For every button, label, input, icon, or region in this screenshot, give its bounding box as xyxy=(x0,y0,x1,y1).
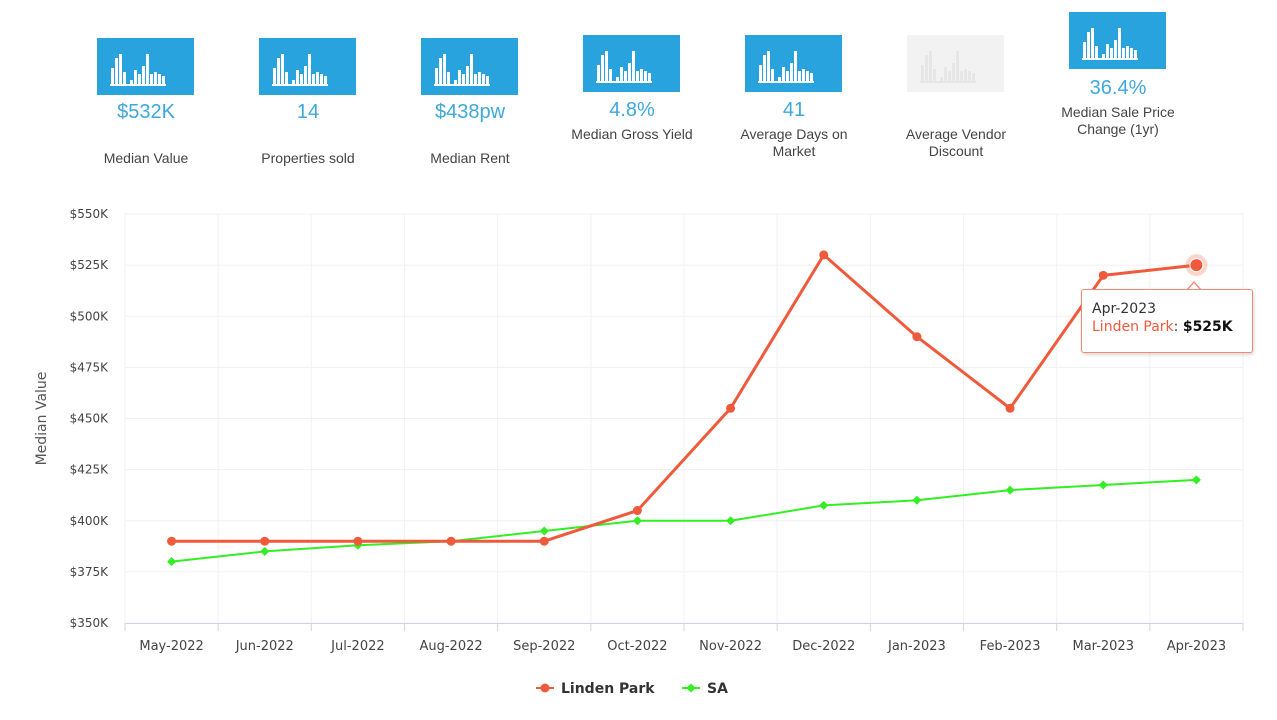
data-point[interactable] xyxy=(819,250,829,260)
data-point[interactable] xyxy=(167,536,177,546)
stat-label: Properties sold xyxy=(261,150,355,166)
data-point[interactable] xyxy=(353,536,363,546)
stat-label: Median Value xyxy=(103,150,189,166)
data-point[interactable] xyxy=(1191,475,1201,485)
legend-item[interactable]: SA xyxy=(682,681,728,697)
bar-chart-icon xyxy=(259,38,356,95)
chart-tooltip: Apr-2023 Linden Park: $525K xyxy=(1081,289,1253,353)
data-point[interactable] xyxy=(446,536,456,546)
data-point[interactable] xyxy=(1098,270,1108,280)
stat-value: 36.4% xyxy=(1089,77,1147,99)
median-value-chart: $350K $375K $400K $425K $450K $475K $500K $525K… xyxy=(34,207,1244,697)
hovered-point[interactable] xyxy=(1189,258,1204,273)
x-tick-label: Nov-2022 xyxy=(699,639,762,654)
x-tick-label: Jul-2022 xyxy=(330,639,384,654)
x-tick-label: Oct-2022 xyxy=(607,639,667,654)
x-tick-label: Dec-2022 xyxy=(792,639,855,654)
tooltip-series: Linden Park xyxy=(1092,319,1174,335)
stat-tile[interactable]: $438pw Median Rent xyxy=(389,0,551,180)
bar-chart-icon xyxy=(97,38,194,95)
data-point[interactable] xyxy=(260,546,270,556)
x-tick-label: Jun-2022 xyxy=(235,639,294,654)
stat-tile[interactable]: 36.4% Median Sale Price Change (1yr) xyxy=(1037,0,1199,180)
stat-tile[interactable]: 41 Average Days on Market xyxy=(713,0,875,180)
series-line xyxy=(171,253,1197,543)
data-point[interactable] xyxy=(726,516,736,526)
stat-tile[interactable]: 4.8% Median Gross Yield xyxy=(551,0,713,180)
tooltip-category: Apr-2023 xyxy=(1092,301,1157,317)
stat-tile[interactable]: 14 Properties sold xyxy=(227,0,389,180)
x-tick-label: Jan-2023 xyxy=(887,639,946,654)
data-point[interactable] xyxy=(1005,403,1015,413)
tooltip-value: $525K xyxy=(1182,319,1233,335)
series-line xyxy=(171,478,1197,563)
stat-value: 4.8% xyxy=(609,99,655,121)
y-tick-label: $400K xyxy=(70,514,110,528)
stat-label: Median Sale Price Change (1yr) xyxy=(1061,104,1175,137)
stat-label: Median Gross Yield xyxy=(571,126,693,142)
y-axis-title: Median Value xyxy=(34,372,50,466)
x-tick-label: May-2022 xyxy=(139,639,203,654)
data-point[interactable] xyxy=(912,332,922,342)
legend-label: Linden Park xyxy=(561,681,655,697)
data-point[interactable] xyxy=(632,506,642,516)
data-point[interactable] xyxy=(632,516,642,526)
data-point[interactable] xyxy=(1005,485,1015,495)
legend-label: SA xyxy=(707,681,728,697)
x-tick-label: Feb-2023 xyxy=(980,639,1041,654)
x-tick-label: Mar-2023 xyxy=(1073,639,1134,654)
stats-strip: $532K Median Value 14 Properties sold $438pw… xyxy=(65,0,1175,180)
x-tick-label: Apr-2023 xyxy=(1167,639,1226,654)
legend-item[interactable]: Linden Park xyxy=(536,681,655,697)
stat-value: $438pw xyxy=(434,101,506,123)
stat-value: 14 xyxy=(296,101,320,123)
y-tick-label: $375K xyxy=(70,565,110,579)
x-tick-label: Sep-2022 xyxy=(513,639,575,654)
data-point[interactable] xyxy=(539,536,549,546)
bar-chart-icon xyxy=(907,35,1004,92)
y-tick-label: $350K xyxy=(70,616,110,630)
y-tick-label: $425K xyxy=(70,463,110,477)
y-tick-label: $550K xyxy=(70,207,110,221)
data-point[interactable] xyxy=(260,536,270,546)
bar-chart-icon xyxy=(421,38,518,95)
stat-value: 41 xyxy=(782,99,806,121)
x-tick-label: Aug-2022 xyxy=(419,639,482,654)
bar-chart-icon xyxy=(745,35,842,92)
stat-value: $532K xyxy=(117,101,175,123)
stat-tile[interactable]: Average Vendor Discount xyxy=(875,0,1037,180)
y-tick-label: $500K xyxy=(70,309,110,323)
stat-label: Average Vendor Discount xyxy=(905,126,1007,159)
y-tick-label: $450K xyxy=(70,412,110,426)
y-tick-label: $475K xyxy=(70,360,110,374)
stat-tile[interactable]: $532K Median Value xyxy=(65,0,227,180)
stat-label: Median Rent xyxy=(430,150,510,166)
data-point[interactable] xyxy=(726,403,736,413)
data-point[interactable] xyxy=(167,557,177,567)
data-point[interactable] xyxy=(1098,480,1108,490)
y-tick-label: $525K xyxy=(70,258,110,272)
bar-chart-icon xyxy=(583,35,680,92)
bar-chart-icon xyxy=(1069,12,1166,69)
data-point[interactable] xyxy=(912,495,922,505)
stat-label: Average Days on Market xyxy=(740,126,848,159)
data-point[interactable] xyxy=(539,526,549,536)
legend: Linden Park SA xyxy=(536,681,728,697)
data-point[interactable] xyxy=(819,500,829,510)
